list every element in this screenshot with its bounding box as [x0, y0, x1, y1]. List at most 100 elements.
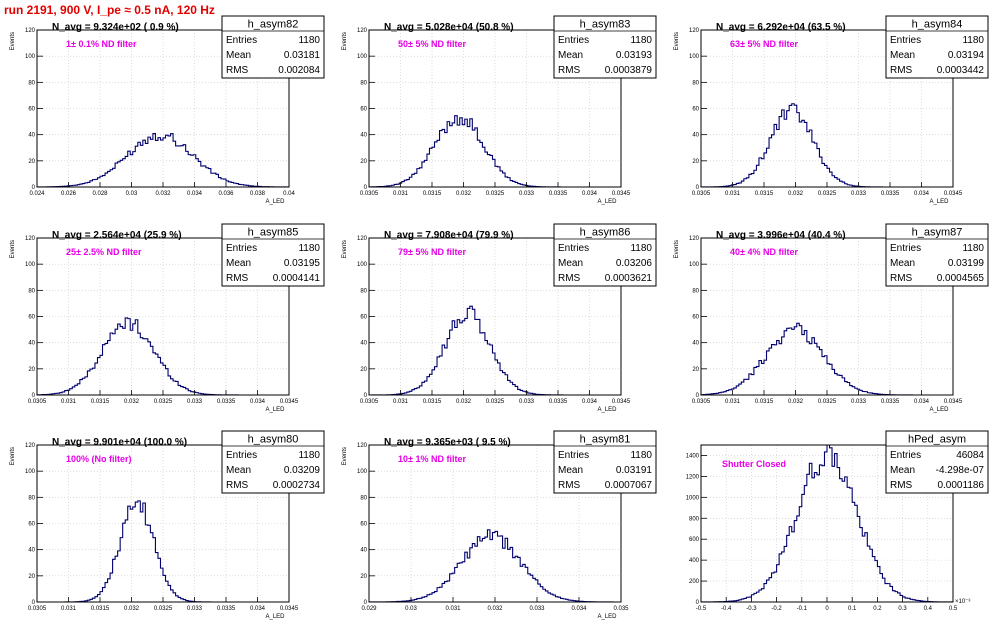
y-tick-label: 0	[696, 600, 700, 606]
x-tick-label: 0.032	[456, 399, 472, 405]
histogram-svg: 0.029 0.03 0.031 0.032 0.033 0.034 0.035 0 20 40 6…	[342, 430, 657, 620]
stats-value: 0.002084	[278, 65, 320, 76]
stats-key: RMS	[890, 480, 913, 491]
x-tick-label: 0	[825, 606, 829, 612]
stats-box: h_asym87 Entries 1180 Mean 0.03199 RMS 0.00045…	[885, 223, 989, 287]
x-tick-label: 0.0315	[91, 399, 110, 405]
x-tick-label: 0.0335	[549, 191, 568, 197]
x-tick-label: 0.0335	[217, 399, 236, 405]
x-tick-label: 0.03	[126, 191, 138, 197]
x-axis-title: A_LED	[929, 407, 949, 413]
y-axis-title: Events	[10, 447, 16, 465]
x-tick-label: 0.034	[582, 191, 598, 197]
x-axis: 0.0305 0.031 0.0315 0.032 0.0325 0.033 0.0335 0…	[692, 182, 963, 197]
histogram-series	[36, 317, 289, 396]
stats-title: h_asym83	[580, 19, 631, 31]
histogram-pad-h_asym81: 0.029 0.03 0.031 0.032 0.033 0.034 0.035 0 20 40 6…	[336, 427, 661, 632]
x-tick-label: 0.033	[187, 606, 203, 612]
x-tick-label: 0.036	[218, 191, 234, 197]
x-tick-label: 0.034	[250, 399, 266, 405]
x-tick-label: 0.034	[914, 191, 930, 197]
y-tick-label: 80	[360, 495, 367, 501]
y-tick-label: 120	[25, 236, 36, 242]
x-axis-title: A_LED	[265, 614, 285, 620]
stats-key: Mean	[558, 50, 583, 61]
histogram-svg: 0.0305 0.031 0.0315 0.032 0.0325 0.033 0.0335 0…	[674, 223, 989, 413]
y-tick-label: 120	[357, 28, 368, 34]
navg-label: N_avg = 3.996e+04 (40.4 %)	[716, 230, 846, 241]
y-tick-label: 800	[689, 516, 700, 522]
stats-key: RMS	[226, 480, 249, 491]
stats-value: 46084	[956, 450, 984, 461]
stats-key: Entries	[890, 35, 921, 46]
x-axis-title: A_LED	[265, 407, 285, 413]
stats-title: h_asym81	[580, 434, 631, 446]
y-tick-label: 80	[28, 495, 35, 501]
filter-label: 1± 0.1% ND filter	[66, 39, 137, 49]
stats-key: RMS	[558, 65, 581, 76]
x-tick-label: 0.032	[124, 606, 140, 612]
y-tick-label: 100	[357, 262, 368, 268]
x-tick-label: 0.0305	[28, 399, 47, 405]
stats-value: 0.0003879	[605, 65, 653, 76]
histogram-pad-h_asym80: 0.0305 0.031 0.0315 0.032 0.0325 0.033 0.0335 0…	[4, 427, 329, 632]
x-tick-label: 0.0335	[549, 399, 568, 405]
histogram-pad-h_asym86: 0.0305 0.031 0.0315 0.032 0.0325 0.033 0.0335 0…	[336, 220, 661, 425]
x-tick-label: 0.0325	[486, 191, 505, 197]
stats-value: 1180	[962, 243, 984, 254]
y-tick-label: 400	[689, 558, 700, 564]
stats-key: RMS	[226, 65, 249, 76]
filter-label: 40± 4% ND filter	[730, 247, 798, 257]
stats-value: 0.0004565	[937, 273, 985, 284]
stats-frame	[553, 430, 657, 494]
stats-frame	[885, 430, 989, 494]
x-tick-label: 0.033	[187, 399, 203, 405]
y-axis: 0 20 40 60 80 100 120	[25, 236, 43, 399]
stats-key: Mean	[890, 50, 915, 61]
y-tick-label: 40	[28, 341, 35, 347]
y-tick-label: 100	[689, 262, 700, 268]
x-tick-label: -0.4	[721, 606, 732, 612]
stats-frame	[885, 15, 989, 79]
stats-title: h_asym85	[248, 227, 299, 239]
filter-label: 63± 5% ND filter	[730, 39, 798, 49]
y-axis: 0 20 40 60 80 100 120	[357, 443, 375, 606]
stats-title: hPed_asym	[908, 434, 966, 446]
y-tick-label: 0	[32, 393, 36, 399]
y-tick-label: 120	[357, 236, 368, 242]
y-axis-title: Events	[342, 240, 348, 258]
y-tick-label: 120	[357, 443, 368, 449]
stats-value: 1180	[298, 450, 320, 461]
stats-value: 1180	[630, 243, 652, 254]
histogram-pad-h_asym87: 0.0305 0.031 0.0315 0.032 0.0325 0.033 0.0335 0…	[668, 220, 993, 425]
x-tick-label: 0.0315	[423, 191, 442, 197]
y-tick-label: 40	[360, 133, 367, 139]
y-tick-label: 40	[28, 133, 35, 139]
y-tick-label: 40	[692, 341, 699, 347]
y-tick-label: 600	[689, 537, 700, 543]
x-tick-label: 0.0315	[423, 399, 442, 405]
filter-label: 25± 2.5% ND filter	[66, 247, 142, 257]
y-tick-label: 120	[25, 443, 36, 449]
x-tick-label: 0.032	[456, 191, 472, 197]
filter-label: 100% (No filter)	[66, 454, 132, 464]
x-tick-label: 0.031	[393, 399, 409, 405]
x-tick-label: 0.0345	[280, 399, 299, 405]
x-axis: 0.0305 0.031 0.0315 0.032 0.0325 0.033 0.0335 0…	[692, 390, 963, 405]
y-tick-label: 80	[360, 288, 367, 294]
stats-title: h_asym86	[580, 227, 631, 239]
x-tick-label: -0.5	[696, 606, 707, 612]
y-tick-label: 80	[692, 80, 699, 86]
y-tick-label: 80	[28, 288, 35, 294]
x-axis: 0.029 0.03 0.031 0.032 0.033 0.034 0.035	[361, 597, 629, 612]
y-tick-label: 120	[689, 28, 700, 34]
y-tick-label: 40	[360, 341, 367, 347]
stats-key: Mean	[226, 258, 251, 269]
y-tick-label: 40	[28, 548, 35, 554]
y-axis: 0 20 40 60 80 100 120	[25, 28, 43, 191]
stats-value: 1180	[962, 35, 984, 46]
stats-value: 0.0001186	[937, 480, 984, 491]
x-tick-label: 0.04	[283, 191, 295, 197]
stats-key: Mean	[890, 258, 915, 269]
stats-title: h_asym84	[912, 19, 963, 31]
